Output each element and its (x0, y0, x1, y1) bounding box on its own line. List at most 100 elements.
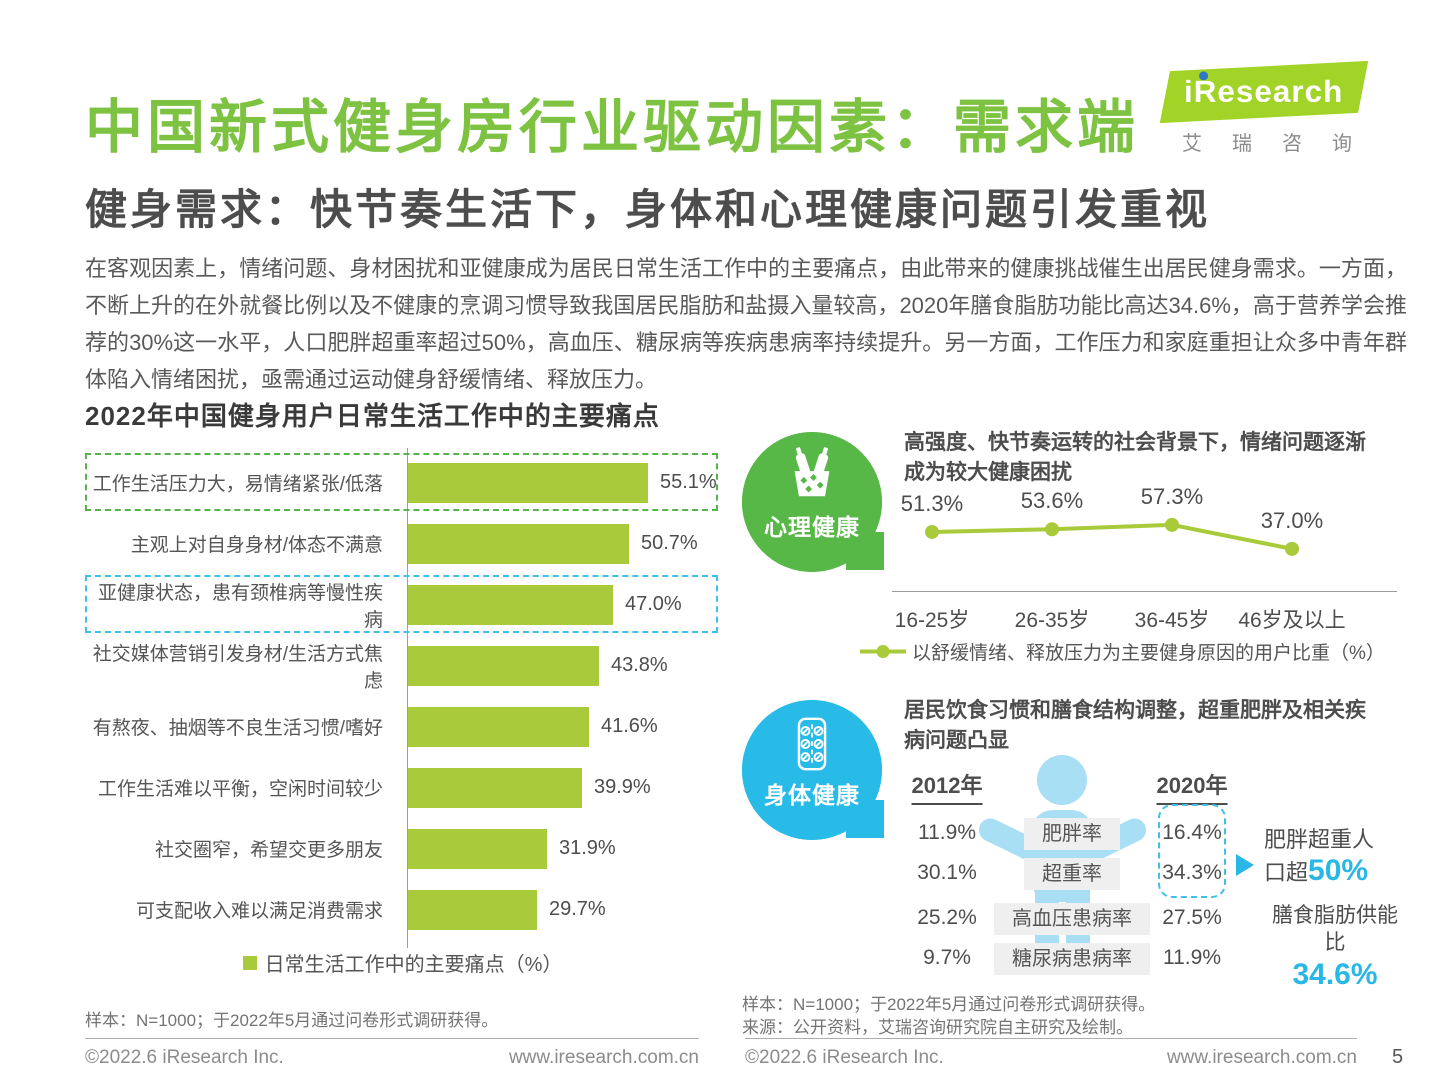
data-point (1285, 541, 1299, 556)
bar-label: 有熬夜、抽烟等不良生活习惯/嗜好 (92, 718, 383, 739)
logo-flag: iResearch (1159, 60, 1369, 124)
bar-value: 41.6% (601, 715, 658, 737)
right-notes: 样本：N=1000；于2022年5月通过问卷形式调研获得。 来源：公开资料，艾瑞… (742, 993, 1155, 1039)
metric-label: 肥胖率 (1024, 818, 1120, 850)
right-triangle-icon (1236, 854, 1254, 876)
bar-area: 47.0% (395, 584, 720, 625)
bar-value: 50.7% (641, 532, 698, 554)
line-value-label: 37.0% (1260, 507, 1324, 533)
footer-right: ©2022.6 iResearch Inc. www.iresearch.com… (745, 1038, 1357, 1078)
bottles-sparkle-icon (783, 446, 841, 506)
bar-row: 工作生活难以平衡，空闲时间较少 39.9% (85, 757, 720, 818)
footer-rule (745, 1038, 1357, 1039)
bar-area: 39.9% (395, 767, 720, 808)
copyright-text: ©2022.6 iResearch Inc. (85, 1047, 284, 1068)
body-title: 居民饮食习惯和膳食结构调整，超重肥胖及相关疾病问题凸显 (904, 699, 1366, 752)
line-value-label: 51.3% (900, 490, 964, 516)
bar-label: 社交媒体营销引发身材/生活方式焦虑 (92, 643, 383, 692)
metric-label: 糖尿病患病率 (994, 943, 1150, 975)
logo-brand-text: iResearch (1184, 74, 1344, 109)
bar-value: 47.0% (625, 593, 682, 615)
bar-area: 43.8% (395, 645, 720, 686)
bar-fill (408, 828, 547, 869)
bar-row: 亚健康状态，患有颈椎病等慢性疾病 47.0% (85, 574, 720, 635)
psych-badge-label: 心理健康 (764, 514, 860, 540)
bar-legend-label: 日常生活工作中的主要痛点（%） (264, 954, 563, 976)
bar-area: 29.7% (395, 889, 720, 930)
line-chart-legend: 以舒缓情绪、释放压力为主要健身原因的用户比重（%） (860, 638, 1385, 665)
metric-label: 高血压患病率 (994, 903, 1150, 935)
line-chart-x-axis (892, 591, 1397, 592)
legend-swatch-icon (242, 955, 257, 970)
bar-fill (408, 462, 648, 503)
fat-value: 34.6% (1292, 958, 1378, 991)
body-health-section: 身体健康 居民饮食习惯和膳食结构调整，超重肥胖及相关疾病问题凸显 2012年 2… (742, 692, 1402, 1042)
x-tick: 46岁及以上 (1238, 609, 1346, 632)
body-health-badge: 身体健康 (742, 700, 884, 840)
metric-value-2020: 16.4% (1162, 821, 1222, 844)
line-value-label: 53.6% (1020, 488, 1084, 514)
bar-label: 社交圈窄，希望交更多朋友 (154, 840, 383, 861)
pill-blister-icon (784, 714, 840, 774)
psych-health-badge: 心理健康 (742, 432, 884, 572)
page-number: 5 (1392, 1046, 1404, 1068)
metric-value-2020: 11.9% (1163, 946, 1221, 969)
bar-area: 55.1% (395, 462, 720, 503)
footer-rule (85, 1038, 699, 1039)
obesity-callout: 肥胖超重人口超50% (1264, 824, 1384, 888)
bar-value: 43.8% (611, 654, 668, 676)
line-marker-icon (860, 645, 906, 658)
pain-points-chart: 2022年中国健身用户日常生活工作中的主要痛点 工作生活压力大，易情绪紧张/低落… (85, 396, 720, 1036)
bar-area: 31.9% (395, 828, 720, 869)
bar-label: 主观上对自身身材/体态不满意 (130, 535, 383, 556)
bar-value: 31.9% (559, 837, 616, 859)
body-badge-body: 身体健康 (742, 700, 882, 840)
line-chart-ticks: 16-25岁 26-35岁 36-45岁 46岁及以上 (872, 604, 1352, 634)
bar-value: 39.9% (594, 776, 651, 798)
bar-label: 工作生活难以平衡，空闲时间较少 (97, 779, 383, 800)
metric-value-2020: 34.3% (1162, 861, 1222, 884)
fat-caption: 膳食脂肪供能比 (1272, 904, 1398, 954)
body-figure-area: 2012年 2020年 肥胖超重人口超50% 膳食脂肪供能比 34.6% 11.… (742, 692, 1402, 992)
intro-paragraph: 在客观因素上，情绪问题、身材困扰和亚健康成为居民日常生活工作中的主要痛点，由此带… (85, 256, 1407, 392)
bar-label: 亚健康状态，患有颈椎病等慢性疾病 (97, 582, 383, 631)
bar-fill (408, 645, 599, 686)
x-tick: 36-45岁 (1134, 609, 1210, 632)
metric-label: 超重率 (1024, 858, 1120, 890)
bar-chart-title: 2022年中国健身用户日常生活工作中的主要痛点 (85, 401, 660, 431)
metric-value-2012: 25.2% (917, 906, 977, 929)
sample-note-right: 样本：N=1000；于2022年5月通过问卷形式调研获得。 (742, 995, 1156, 1014)
bar-fill (408, 767, 582, 808)
column-header-2012: 2012年 (911, 768, 983, 805)
bar-area: 50.7% (395, 523, 720, 564)
metric-value-2012: 30.1% (917, 861, 977, 884)
bar-row: 主观上对自身身材/体态不满意 50.7% (85, 513, 720, 574)
body-badge-label: 身体健康 (764, 782, 860, 808)
data-point (925, 524, 939, 539)
callout-value: 50% (1308, 854, 1369, 887)
logo-cn-text: 艾瑞咨询 (1182, 133, 1382, 155)
bar-row: 社交媒体营销引发身材/生活方式焦虑 43.8% (85, 635, 720, 696)
sample-note: 样本：N=1000；于2022年5月通过问卷形式调研获得。 (85, 1011, 499, 1030)
copyright-text: ©2022.6 iResearch Inc. (745, 1047, 944, 1068)
footer-left: ©2022.6 iResearch Inc. www.iresearch.com… (85, 1038, 699, 1078)
bar-label: 工作生活压力大，易情绪紧张/低落 (92, 474, 383, 495)
website-text: www.iresearch.com.cn (508, 1047, 699, 1068)
bar-fill (408, 889, 537, 930)
metric-value-2012: 9.7% (923, 946, 971, 969)
callout-text: 肥胖超重人口超 (1264, 827, 1375, 885)
psych-title: 高强度、快节奏运转的社会背景下，情绪问题逐渐成为较大健康困扰 (904, 431, 1366, 484)
iresearch-logo: iResearch 艾瑞咨询 (1159, 60, 1382, 156)
dietary-fat-block: 膳食脂肪供能比 34.6% (1270, 902, 1400, 992)
bar-fill (408, 584, 613, 625)
website-text: www.iresearch.com.cn (1166, 1047, 1357, 1068)
line-chart (925, 517, 1299, 556)
bar-row: 可支配收入难以满足消费需求 29.7% (85, 879, 720, 940)
bar-row: 工作生活压力大，易情绪紧张/低落 55.1% (85, 452, 720, 513)
bar-row: 社交圈窄，希望交更多朋友 31.9% (85, 818, 720, 879)
x-tick: 16-25岁 (894, 609, 970, 632)
metric-value-2020: 27.5% (1162, 906, 1222, 929)
data-point (1045, 522, 1059, 537)
data-point (1165, 517, 1179, 532)
